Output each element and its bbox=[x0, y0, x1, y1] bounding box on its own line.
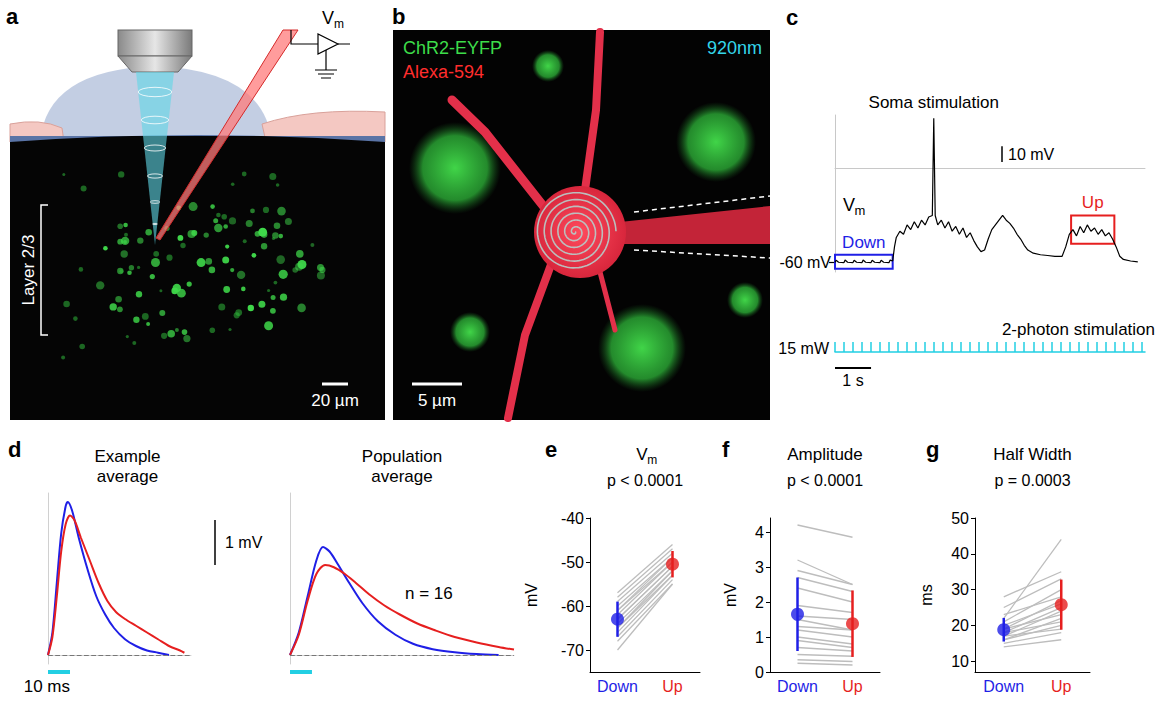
svg-text:1 mV: 1 mV bbox=[225, 534, 263, 551]
svg-text:f: f bbox=[722, 437, 730, 462]
svg-text:Down: Down bbox=[597, 678, 638, 695]
svg-text:p < 0.0001: p < 0.0001 bbox=[787, 472, 863, 489]
svg-text:Down: Down bbox=[842, 233, 885, 252]
svg-text:g: g bbox=[926, 437, 939, 462]
svg-text:Population: Population bbox=[362, 447, 442, 466]
svg-text:Up: Up bbox=[1051, 678, 1072, 695]
svg-text:m: m bbox=[647, 453, 657, 467]
svg-text:Down: Down bbox=[777, 678, 818, 695]
svg-text:Down: Down bbox=[983, 678, 1024, 695]
svg-text:ChR2-EYFP: ChR2-EYFP bbox=[403, 38, 502, 58]
svg-text:20 µm: 20 µm bbox=[311, 391, 359, 410]
svg-text:Example: Example bbox=[94, 447, 160, 466]
svg-text:mV: mV bbox=[523, 583, 540, 607]
svg-text:m: m bbox=[855, 203, 866, 218]
svg-text:Vm: Vm bbox=[322, 8, 344, 31]
svg-text:ms: ms bbox=[918, 584, 935, 605]
svg-text:V: V bbox=[843, 195, 855, 215]
svg-text:20: 20 bbox=[951, 617, 969, 634]
svg-text:mV: mV bbox=[722, 583, 739, 607]
svg-text:10: 10 bbox=[951, 653, 969, 670]
svg-text:Alexa-594: Alexa-594 bbox=[403, 62, 484, 82]
svg-text:40: 40 bbox=[951, 545, 969, 562]
svg-text:0: 0 bbox=[755, 664, 764, 681]
svg-text:-60: -60 bbox=[561, 598, 584, 615]
svg-text:1 s: 1 s bbox=[842, 372, 863, 389]
svg-text:4: 4 bbox=[755, 524, 764, 541]
svg-text:average: average bbox=[371, 467, 432, 486]
svg-text:c: c bbox=[786, 5, 798, 30]
svg-text:a: a bbox=[6, 4, 19, 29]
svg-text:10 mV: 10 mV bbox=[1008, 146, 1055, 163]
svg-text:2-photon stimulation: 2-photon stimulation bbox=[1002, 320, 1155, 339]
svg-text:Half Width: Half Width bbox=[993, 445, 1071, 464]
svg-text:Amplitude: Amplitude bbox=[787, 445, 863, 464]
svg-text:n = 16: n = 16 bbox=[405, 584, 453, 603]
svg-text:30: 30 bbox=[951, 581, 969, 598]
svg-text:V: V bbox=[636, 445, 648, 464]
svg-text:Soma stimulation: Soma stimulation bbox=[869, 93, 999, 112]
svg-text:average: average bbox=[97, 467, 158, 486]
svg-text:Up: Up bbox=[1082, 193, 1104, 212]
svg-text:d: d bbox=[8, 437, 21, 462]
svg-text:-60 mV: -60 mV bbox=[779, 254, 831, 271]
svg-text:1: 1 bbox=[755, 629, 764, 646]
svg-text:5 µm: 5 µm bbox=[418, 391, 456, 410]
svg-text:Up: Up bbox=[842, 678, 863, 695]
svg-text:-70: -70 bbox=[561, 642, 584, 659]
svg-text:3: 3 bbox=[755, 559, 764, 576]
svg-text:b: b bbox=[392, 4, 405, 29]
svg-text:2: 2 bbox=[755, 594, 764, 611]
svg-text:-50: -50 bbox=[561, 554, 584, 571]
svg-text:e: e bbox=[545, 437, 557, 462]
svg-text:p = 0.0003: p = 0.0003 bbox=[994, 472, 1070, 489]
svg-text:50: 50 bbox=[951, 510, 969, 527]
svg-text:-40: -40 bbox=[561, 510, 584, 527]
svg-text:p < 0.0001: p < 0.0001 bbox=[607, 472, 683, 489]
svg-text:Up: Up bbox=[662, 678, 683, 695]
svg-text:Layer 2/3: Layer 2/3 bbox=[19, 235, 38, 306]
svg-text:15 mW: 15 mW bbox=[778, 340, 830, 357]
svg-text:920nm: 920nm bbox=[707, 38, 762, 58]
svg-text:10 ms: 10 ms bbox=[24, 677, 70, 696]
